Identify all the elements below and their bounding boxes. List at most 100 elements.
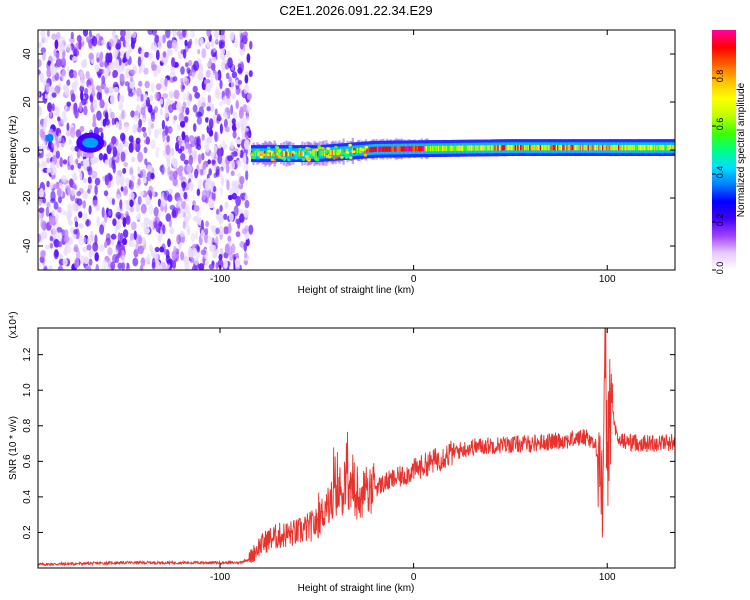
colorbar-tick-label: 0.6 [715, 118, 725, 131]
band-core [317, 150, 320, 157]
noise-speckle [245, 116, 250, 122]
noise-speckle [82, 246, 88, 253]
noise-speckle [117, 232, 122, 243]
noise-speckle [219, 30, 225, 36]
noise-speckle [165, 213, 172, 222]
noise-speckle [125, 49, 130, 60]
noise-speckle [88, 249, 93, 259]
band-core [570, 145, 573, 151]
noise-speckle [162, 224, 166, 235]
band-speckle [348, 143, 352, 147]
noise-speckle [88, 30, 92, 38]
noise-speckle [227, 222, 232, 234]
noise-speckle [237, 149, 241, 156]
noise-speckle [96, 91, 102, 101]
band-core [301, 151, 304, 157]
noise-speckle [140, 49, 145, 58]
blob-small [45, 134, 54, 142]
noise-speckle [205, 82, 212, 93]
noise-speckle [156, 261, 162, 270]
noise-speckle [223, 111, 227, 118]
noise-speckle [131, 31, 137, 39]
noise-speckle [70, 127, 76, 138]
noise-speckle [50, 61, 55, 70]
y-tick-label: 1.2 [22, 347, 33, 361]
noise-speckle [70, 187, 76, 196]
noise-speckle [46, 167, 52, 173]
noise-speckle [97, 72, 102, 79]
noise-speckle [70, 145, 75, 152]
noise-speckle [78, 223, 84, 229]
noise-speckle [138, 80, 143, 87]
band-core [573, 145, 576, 151]
noise-speckle [219, 247, 223, 255]
band-core [628, 145, 631, 151]
noise-speckle [38, 233, 41, 243]
noise-speckle [236, 159, 242, 165]
noise-speckle [148, 124, 152, 136]
noise-speckle [166, 40, 173, 49]
noise-speckle [62, 159, 68, 165]
noise-speckle [239, 39, 244, 50]
noise-speckle [162, 131, 166, 143]
noise-speckle [138, 235, 143, 245]
noise-speckle [223, 259, 228, 269]
noise-speckle [129, 180, 134, 190]
band-core [277, 151, 280, 157]
noise-speckle [240, 32, 244, 43]
band-core [423, 146, 426, 152]
band-core [333, 149, 336, 155]
band-core [640, 145, 643, 151]
band-core [618, 145, 621, 151]
noise-speckle [53, 201, 59, 210]
noise-speckle [208, 198, 215, 209]
band-core [419, 146, 422, 152]
band-core [529, 145, 532, 151]
noise-speckle [61, 229, 66, 237]
noise-speckle [225, 87, 231, 99]
noise-speckle [79, 171, 83, 181]
noise-speckle [88, 205, 92, 215]
noise-speckle [62, 258, 68, 266]
band-core [406, 146, 409, 152]
noise-speckle [216, 148, 222, 157]
noise-speckle [78, 211, 83, 219]
noise-speckle [63, 235, 70, 244]
band-core [493, 145, 496, 151]
noise-speckle [235, 99, 239, 110]
noise-speckle [111, 198, 115, 206]
noise-speckle [231, 118, 236, 125]
noise-speckle [244, 194, 248, 201]
noise-speckle [49, 235, 54, 242]
band-core [488, 145, 491, 151]
band-speckle [270, 158, 275, 162]
band-core [391, 146, 394, 152]
band-core [449, 145, 452, 151]
band-core [659, 145, 662, 151]
band-core [583, 145, 586, 151]
band-speckle [336, 152, 340, 156]
noise-speckle [215, 165, 221, 176]
band-core [298, 151, 301, 157]
noise-speckle [112, 69, 119, 78]
noise-speckle [137, 178, 141, 186]
noise-speckle [143, 131, 147, 138]
noise-speckle [159, 246, 165, 253]
band-core [339, 149, 343, 155]
noise-speckle [172, 30, 177, 38]
noise-speckle [210, 62, 216, 71]
band-speckle [294, 157, 299, 160]
noise-speckle [231, 181, 237, 191]
noise-speckle [112, 146, 118, 158]
noise-speckle [66, 122, 70, 131]
figure-title: C2E1.2026.091.22.34.E29 [279, 3, 432, 18]
band-core [337, 149, 340, 155]
band-core [591, 145, 594, 151]
noise-speckle [136, 95, 140, 102]
noise-speckle [239, 150, 244, 159]
band-core [602, 145, 605, 151]
colorbar-tick-label: 0.8 [715, 70, 725, 83]
noise-speckle [55, 58, 62, 68]
noise-speckle [235, 195, 242, 207]
noise-speckle [76, 198, 83, 206]
